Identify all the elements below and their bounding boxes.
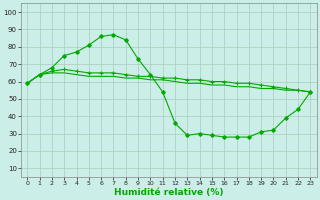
X-axis label: Humidité relative (%): Humidité relative (%) — [114, 188, 224, 197]
